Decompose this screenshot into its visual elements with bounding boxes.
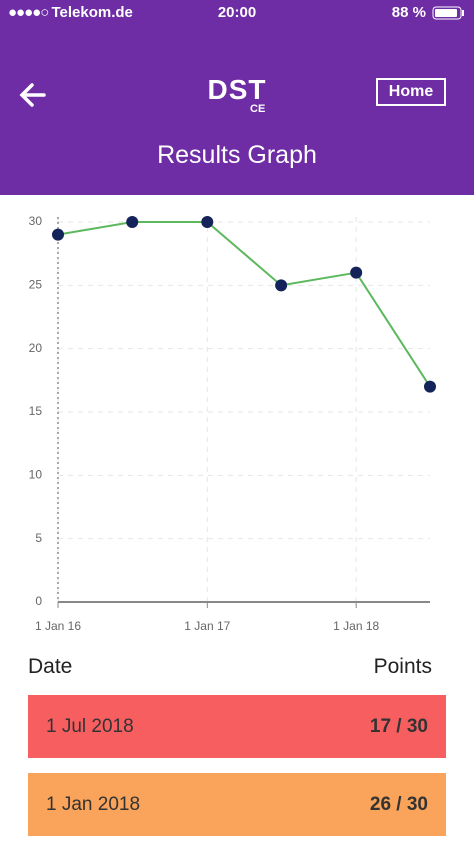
logo: DST [207, 74, 267, 105]
y-tick-label: 10 [29, 468, 43, 482]
app-header: ●●●●○ Telekom.de 20:00 88 % DST CE Home … [0, 0, 474, 195]
result-date: 1 Jul 2018 [46, 716, 134, 737]
carrier-text: Telekom.de [51, 4, 133, 21]
data-point [350, 266, 363, 279]
result-points: 26 / 30 [369, 794, 428, 815]
battery-text: 88 % [391, 4, 426, 21]
column-header: Points [373, 655, 432, 678]
back-button[interactable] [18, 82, 48, 108]
data-point [126, 216, 139, 228]
y-tick-label: 0 [35, 594, 42, 608]
page-title: Results Graph [157, 141, 317, 169]
y-tick-label: 20 [29, 341, 43, 355]
data-point [52, 228, 64, 241]
chart: 0 5 10 15 20 25 30 1 Jan 16 1 Jan 17 1 Jan 18 [29, 214, 436, 633]
result-points: 17 / 30 [369, 716, 428, 737]
data-point [424, 380, 436, 393]
data-point [201, 216, 214, 228]
line [57, 221, 431, 388]
y-tick-label: 30 [29, 214, 43, 228]
y-tick-label: 15 [29, 404, 43, 418]
ce-mark: CE [250, 103, 266, 115]
column-header: Date [28, 655, 73, 678]
y-tick-label: 5 [35, 531, 42, 545]
x-tick-label: 1 Jan 18 [333, 619, 379, 633]
battery-icon [432, 6, 464, 20]
home-button[interactable]: Home [376, 78, 446, 106]
clock: 20:00 [217, 4, 257, 21]
y-tick-label: 25 [29, 278, 43, 292]
result-row[interactable]: 1 Jan 2018 26 / 30 [28, 773, 446, 836]
carrier: ●●●●○ Telekom.de [8, 4, 133, 21]
x-tick-label: 1 Jan 16 [35, 619, 81, 633]
result-date: 1 Jan 2018 [46, 794, 141, 815]
data-point [275, 279, 288, 292]
result-row[interactable]: 1 Jul 2018 17 / 30 [28, 695, 446, 758]
x-tick-label: 1 Jan 17 [184, 619, 230, 633]
